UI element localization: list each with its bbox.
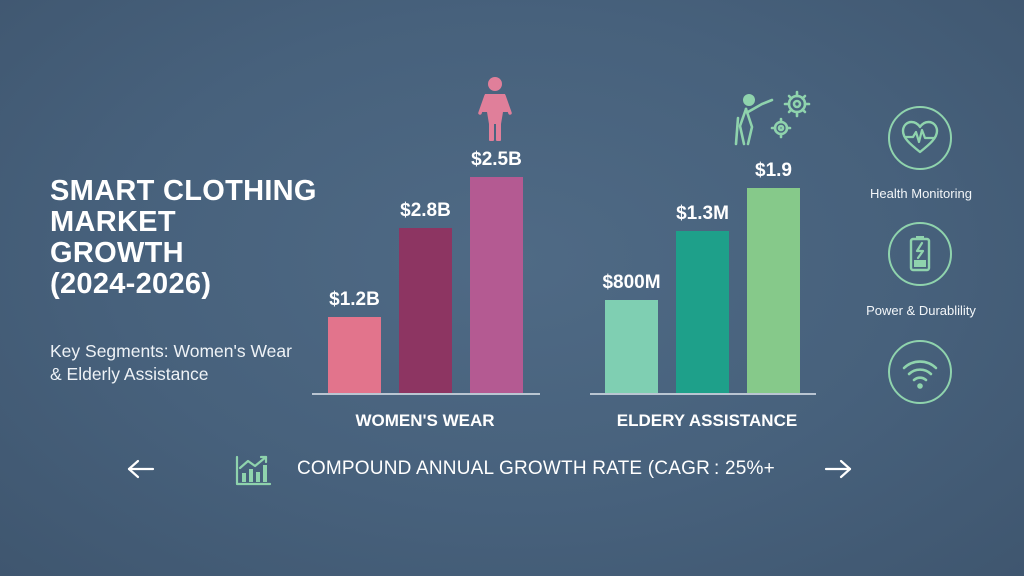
power-durability-label: Power & Durablility	[866, 303, 976, 318]
bar-elderly-assistance-3	[747, 188, 800, 393]
bar-womens-wear-1	[328, 317, 381, 393]
cagr-text: COMPOUND ANNUAL GROWTH RATE (CAGR : 25%+	[297, 458, 775, 479]
subtitle-line: Key Segments: Women's Wear	[50, 341, 292, 361]
battery-charging-icon	[888, 222, 952, 286]
bar-value-label: $2.5B	[471, 149, 522, 170]
arrow-left-icon[interactable]	[127, 459, 155, 479]
bar-value-label: $1.3M	[676, 203, 729, 224]
bars-layer: $1.2B $2.8B $2.5B WOMEN'S WEAR $800M $1.3M $1.…	[328, 149, 800, 430]
bar-elderly-assistance-2	[676, 231, 729, 393]
elderly-person-gears-icon	[734, 90, 811, 146]
woman-figure-icon	[478, 77, 512, 141]
title-line: GROWTH	[50, 237, 184, 269]
subtitle: Key Segments: Women's Wear & Elderly Ass…	[50, 340, 340, 386]
heart-pulse-icon	[888, 106, 952, 170]
arrow-right-icon[interactable]	[824, 459, 852, 479]
page-title: SMART CLOTHING MARKET GROWTH (2024-2026)	[50, 176, 350, 300]
bar-womens-wear-2	[399, 228, 452, 393]
bar-value-label: $800M	[602, 272, 660, 293]
subtitle-line: & Elderly Assistance	[50, 364, 209, 384]
bar-elderly-assistance-1	[605, 300, 658, 393]
health-monitoring-label: Health Monitoring	[870, 186, 972, 201]
title-line: MARKET	[50, 206, 176, 238]
title-line: (2024-2026)	[50, 268, 212, 300]
title-line: SMART CLOTHING	[50, 175, 317, 207]
wifi-icon	[888, 340, 952, 404]
category-label: ELDERY ASSISTANCE	[617, 411, 797, 430]
bar-womens-wear-3	[470, 177, 523, 393]
bar-value-label: $1.9	[755, 160, 792, 181]
bar-value-label: $1.2B	[329, 289, 380, 310]
growth-chart-icon	[235, 455, 272, 486]
category-label: WOMEN'S WEAR	[355, 411, 494, 430]
bar-value-label: $2.8B	[400, 200, 451, 221]
